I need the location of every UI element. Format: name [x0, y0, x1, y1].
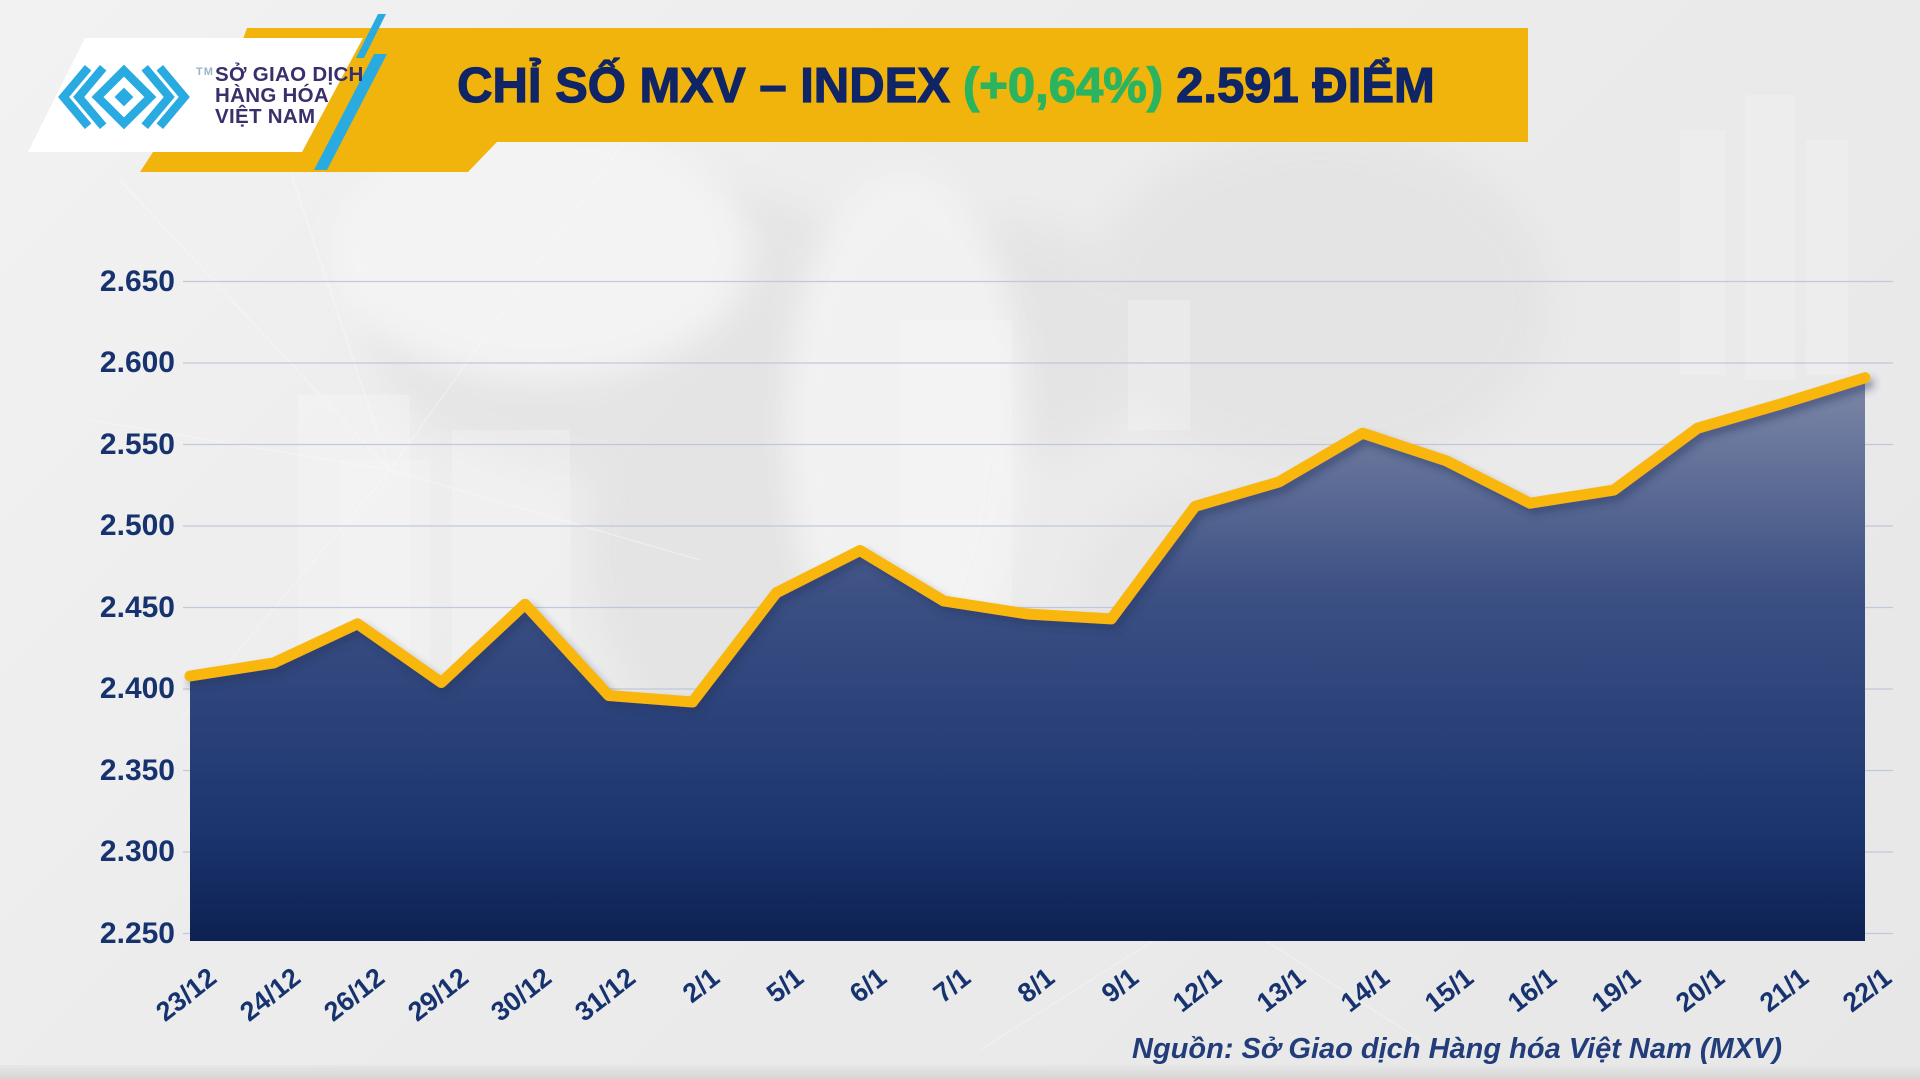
y-tick-label: 2.600	[99, 346, 175, 379]
y-tick-label: 2.250	[99, 916, 175, 950]
page-title: CHỈ SỐ MXV – INDEX (+0,64%) 2.591 ĐIỂM	[457, 58, 1436, 114]
y-tick-label: 2.400	[99, 672, 175, 705]
y-tick-label: 2.500	[99, 509, 175, 542]
title-text: CHỈ SỐ MXV – INDEX	[457, 58, 951, 113]
y-tick-label: 2.450	[99, 590, 175, 624]
logo-text-line: HÀNG HÓA	[215, 84, 330, 107]
logo-text-line: VIỆT NAM	[215, 105, 316, 128]
source-note: Nguồn: Sở Giao dịch Hàng hóa Việt Nam (M…	[1132, 1033, 1782, 1065]
y-tick-label: 2.300	[99, 835, 175, 868]
trademark-label: TM	[196, 66, 214, 78]
y-tick-label: 2.350	[99, 753, 175, 787]
logo-text-line: SỞ GIAO DỊCH	[215, 63, 364, 86]
mxv-logo-icon	[58, 64, 190, 130]
y-tick-label: 2.550	[99, 427, 175, 461]
title-value: 2.591 ĐIỂM	[1176, 58, 1436, 113]
logo-company-name: SỞ GIAO DỊCH HÀNG HÓA VIỆT NAM	[215, 64, 364, 127]
title-change-percent: (+0,64%)	[962, 58, 1164, 113]
y-tick-label: 2.650	[99, 264, 175, 298]
